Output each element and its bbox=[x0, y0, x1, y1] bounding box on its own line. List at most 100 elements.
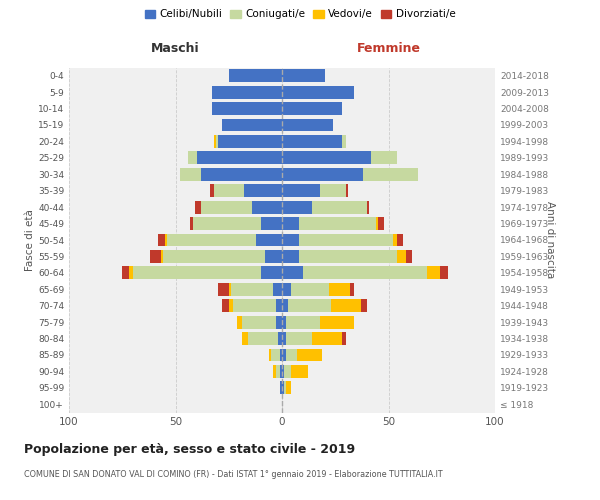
Bar bbox=[282, 316, 286, 328]
Bar bbox=[363, 168, 418, 180]
Bar bbox=[280, 382, 282, 394]
Bar bbox=[280, 365, 282, 378]
Bar bbox=[133, 266, 260, 280]
Bar bbox=[286, 382, 290, 394]
Bar bbox=[341, 332, 346, 345]
Bar bbox=[275, 300, 282, 312]
Bar bbox=[165, 234, 167, 246]
Bar bbox=[282, 70, 325, 82]
Bar bbox=[371, 152, 397, 164]
Bar bbox=[299, 250, 397, 263]
Bar bbox=[350, 283, 355, 296]
Bar bbox=[128, 266, 133, 280]
Bar bbox=[290, 365, 308, 378]
Bar bbox=[260, 217, 282, 230]
Bar bbox=[244, 184, 282, 197]
Y-axis label: Anni di nascita: Anni di nascita bbox=[545, 202, 554, 278]
Bar bbox=[397, 234, 403, 246]
Bar bbox=[248, 332, 278, 345]
Bar bbox=[440, 266, 448, 280]
Bar bbox=[304, 266, 427, 280]
Bar bbox=[282, 365, 284, 378]
Bar bbox=[282, 184, 320, 197]
Bar bbox=[282, 283, 290, 296]
Bar bbox=[163, 250, 265, 263]
Bar bbox=[320, 184, 346, 197]
Bar bbox=[286, 316, 320, 328]
Bar bbox=[320, 316, 355, 328]
Legend: Celibi/Nubili, Coniugati/e, Vedovi/e, Divorziati/e: Celibi/Nubili, Coniugati/e, Vedovi/e, Di… bbox=[140, 5, 460, 24]
Bar bbox=[282, 250, 299, 263]
Bar bbox=[242, 332, 248, 345]
Bar bbox=[212, 86, 282, 98]
Bar bbox=[212, 102, 282, 115]
Bar bbox=[216, 135, 218, 148]
Bar bbox=[150, 250, 161, 263]
Bar bbox=[237, 316, 242, 328]
Bar bbox=[190, 217, 193, 230]
Bar bbox=[229, 283, 231, 296]
Bar bbox=[282, 217, 299, 230]
Bar bbox=[280, 348, 282, 362]
Text: Popolazione per età, sesso e stato civile - 2019: Popolazione per età, sesso e stato civil… bbox=[24, 442, 355, 456]
Bar bbox=[346, 184, 348, 197]
Bar bbox=[167, 234, 256, 246]
Bar bbox=[282, 382, 284, 394]
Bar bbox=[188, 152, 197, 164]
Bar bbox=[282, 348, 286, 362]
Bar bbox=[290, 283, 329, 296]
Bar bbox=[282, 152, 371, 164]
Bar bbox=[231, 283, 274, 296]
Bar bbox=[282, 200, 312, 213]
Bar bbox=[286, 332, 312, 345]
Bar bbox=[197, 152, 282, 164]
Y-axis label: Fasce di età: Fasce di età bbox=[25, 209, 35, 271]
Bar bbox=[218, 135, 282, 148]
Bar bbox=[282, 102, 341, 115]
Bar bbox=[427, 266, 440, 280]
Bar bbox=[214, 135, 216, 148]
Bar bbox=[282, 300, 289, 312]
Bar bbox=[282, 234, 299, 246]
Bar bbox=[284, 382, 286, 394]
Bar bbox=[312, 332, 341, 345]
Bar bbox=[282, 86, 355, 98]
Bar bbox=[275, 316, 282, 328]
Bar bbox=[284, 365, 290, 378]
Bar bbox=[286, 348, 297, 362]
Bar bbox=[275, 365, 280, 378]
Bar bbox=[282, 168, 363, 180]
Bar bbox=[274, 365, 275, 378]
Bar bbox=[161, 250, 163, 263]
Bar bbox=[122, 266, 128, 280]
Bar bbox=[299, 217, 376, 230]
Bar bbox=[229, 70, 282, 82]
Bar bbox=[214, 184, 244, 197]
Bar bbox=[282, 118, 333, 132]
Bar bbox=[269, 348, 271, 362]
Bar bbox=[361, 300, 367, 312]
Bar bbox=[282, 266, 304, 280]
Text: Femmine: Femmine bbox=[356, 42, 421, 55]
Bar bbox=[242, 316, 275, 328]
Bar bbox=[252, 200, 282, 213]
Bar bbox=[274, 283, 282, 296]
Bar bbox=[367, 200, 370, 213]
Bar bbox=[256, 234, 282, 246]
Bar bbox=[312, 200, 367, 213]
Bar bbox=[158, 234, 165, 246]
Bar bbox=[297, 348, 322, 362]
Bar bbox=[201, 200, 252, 213]
Bar bbox=[341, 135, 346, 148]
Bar bbox=[376, 217, 378, 230]
Bar bbox=[378, 217, 384, 230]
Bar bbox=[194, 200, 201, 213]
Bar bbox=[229, 300, 233, 312]
Bar bbox=[223, 118, 282, 132]
Bar bbox=[329, 283, 350, 296]
Bar bbox=[331, 300, 361, 312]
Bar bbox=[406, 250, 412, 263]
Text: Maschi: Maschi bbox=[151, 42, 200, 55]
Bar bbox=[209, 184, 214, 197]
Bar bbox=[233, 300, 275, 312]
